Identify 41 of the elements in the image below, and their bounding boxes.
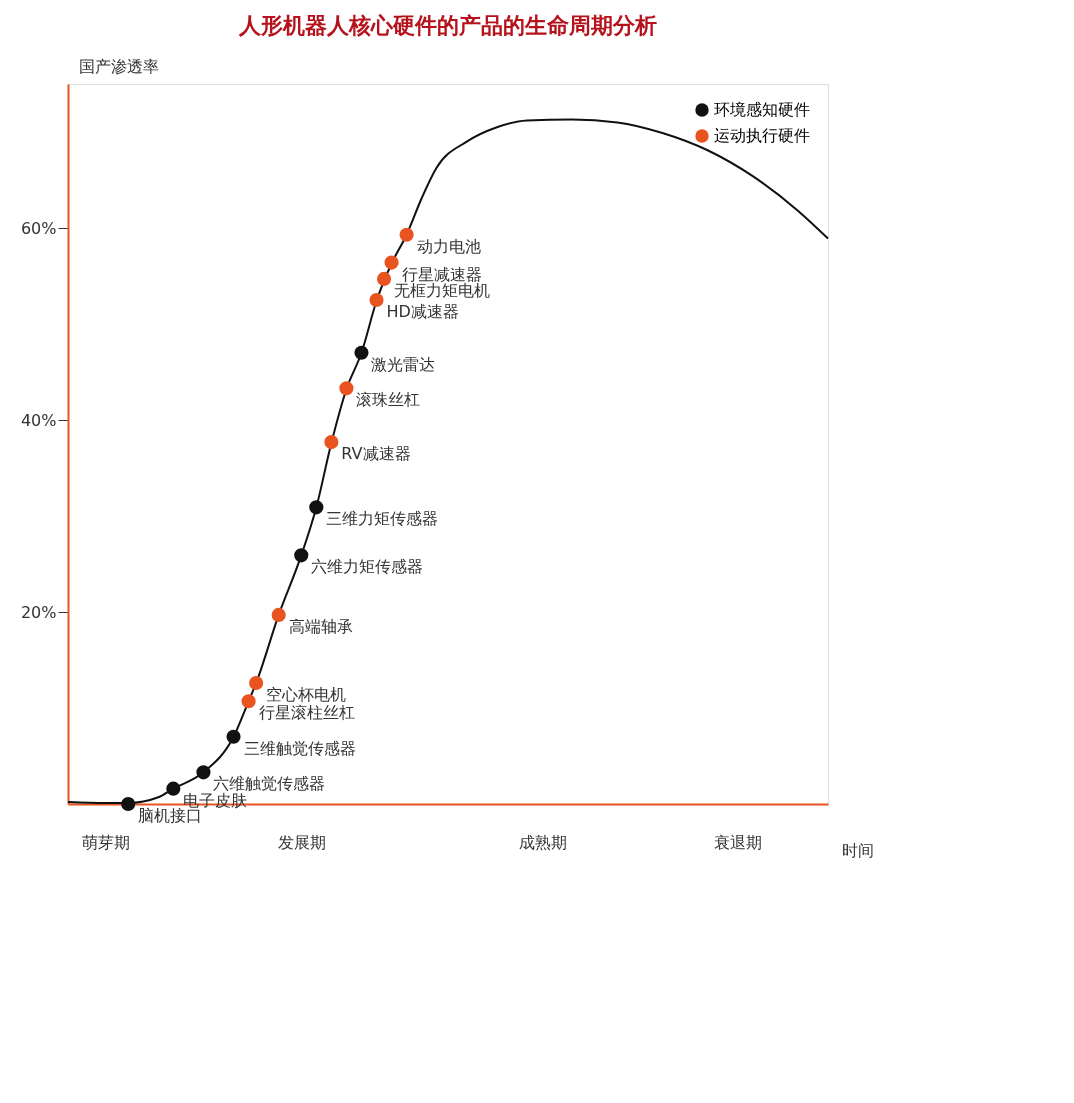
y-axis-title: 国产渗透率 [78, 56, 159, 76]
point [196, 765, 211, 780]
data-label: 空心杯电机 [266, 685, 347, 705]
point [226, 729, 241, 744]
data-label: 六维力矩传感器 [311, 557, 424, 577]
point [376, 271, 392, 286]
data-label: 高端轴承 [288, 616, 353, 636]
x-tick-label: 萌芽期 [82, 832, 131, 852]
data-label: 六维触觉传感器 [213, 774, 326, 794]
data-label: 激光雷达 [371, 354, 436, 374]
y-tick-label: 20% [20, 602, 57, 622]
data-label: 行星滚柱丝杠 [258, 703, 355, 723]
x-tick-label: 成熟期 [518, 832, 567, 852]
data-label: HD减速器 [386, 302, 459, 321]
point [241, 694, 256, 709]
data-label: 行星减速器 [401, 264, 482, 284]
data-label: 三维力矩传感器 [326, 509, 439, 529]
point [121, 796, 136, 812]
point [294, 548, 309, 563]
data-label: 滚珠丝杠 [356, 390, 421, 410]
point [339, 381, 354, 396]
data-label: 三维触觉传感器 [243, 738, 356, 758]
point [369, 292, 384, 308]
legend-label: 运动执行硬件 [714, 126, 810, 145]
point [166, 781, 181, 796]
data-label: RV减速器 [341, 444, 411, 464]
chart-title: 人形机器人核心硬件的产品的生命周期分析 [238, 13, 657, 38]
y-tick-label: 60% [20, 218, 57, 238]
point [271, 607, 286, 622]
y-tick-label: 40% [20, 410, 57, 430]
point [324, 435, 339, 450]
point [249, 675, 264, 691]
legend-label: 环境感知硬件 [714, 100, 810, 119]
x-tick-label: 发展期 [277, 832, 326, 852]
point [399, 227, 414, 242]
x-tick-label: 衰退期 [714, 832, 763, 852]
point [354, 345, 369, 360]
point [309, 500, 324, 515]
data-label: 动力电池 [416, 236, 481, 256]
point [384, 255, 399, 270]
x-axis-title: 时间 [841, 840, 874, 860]
